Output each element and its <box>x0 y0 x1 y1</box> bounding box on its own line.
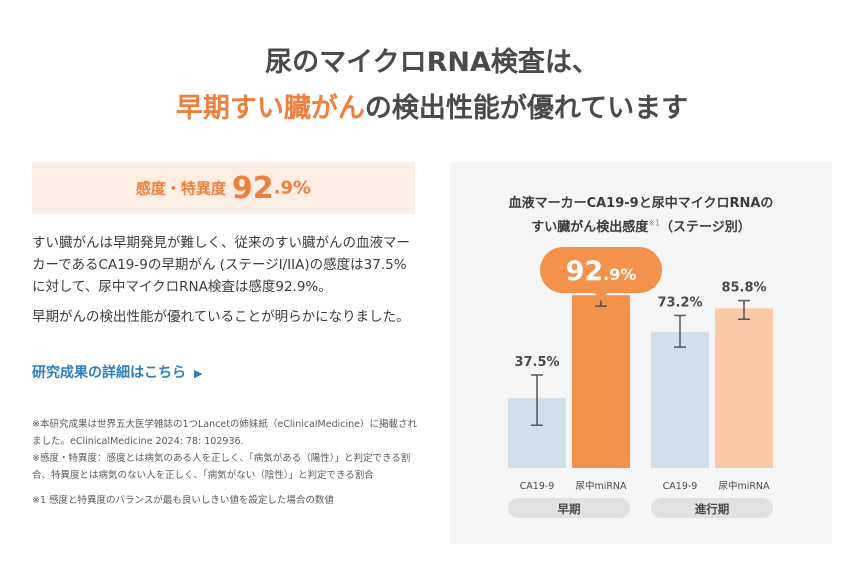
sensitivity-value-decimal: .9% <box>273 177 312 199</box>
group-pill-0 <box>508 498 630 518</box>
x-tick-label-3: 尿中miRNA <box>718 480 770 492</box>
sensitivity-box: 感度・特異度 92.9% <box>32 162 415 214</box>
sensitivity-value: 92 <box>231 170 274 206</box>
callout-value: 92.9% <box>566 256 637 287</box>
bar-1 <box>572 295 630 468</box>
chart-title-footnote-mark: ※1 <box>648 218 661 228</box>
headline-highlight: 早期すい臓がん <box>175 93 365 124</box>
callout-pointer <box>594 292 608 301</box>
chart-title-suffix: （ステージ別） <box>660 220 751 235</box>
body-paragraph-2: 早期がんの検出性能が優れていることが明らかになりました。 <box>32 309 410 325</box>
callout-value-decimal: .9% <box>603 265 636 284</box>
research-details-link[interactable]: 研究成果の詳細はこちら ▶ <box>32 362 202 382</box>
sensitivity-label: 感度・特異度 <box>135 179 226 198</box>
footnote-3: ※1 感度と特異度のバランスが最も良いしきい値を設定した場合の数値 <box>32 495 334 506</box>
bar-3 <box>715 308 773 468</box>
research-details-link-label: 研究成果の詳細はこちら <box>32 365 186 381</box>
footnotes: ※本研究成果は世界五大医学雑誌の1つLancetの姉妹紙（eClinicalMe… <box>32 416 417 509</box>
x-tick-label-0: CA19-9 <box>520 481 555 492</box>
footnote-2: ※感度・特異度：感度とは病気のある人を正しく、「病気がある（陽性）」と判定できる… <box>32 453 411 481</box>
group-label-0: 早期 <box>558 502 581 516</box>
headline-line1: 尿のマイクロRNA検査は、 <box>265 47 599 78</box>
chart-title-line2: すい臓がん検出感度※1（ステージ別） <box>450 216 832 235</box>
chart-title-line1: 血液マーカーCA19-9と尿中マイクロRNAの <box>508 196 774 211</box>
triangle-right-icon: ▶ <box>194 367 203 380</box>
group-pill-1 <box>651 498 773 518</box>
x-tick-label-1: 尿中miRNA <box>575 480 627 492</box>
callout-value-int: 92 <box>566 256 604 287</box>
footnote-1: ※本研究成果は世界五大医学雑誌の1つLancetの姉妹紙（eClinicalMe… <box>32 419 417 447</box>
group-label-1: 進行期 <box>695 502 730 516</box>
body-paragraph-1: すい臓がんは早期発見が難しく、従来のすい臓がんの血液マーカーであるCA19-9の… <box>32 235 410 295</box>
x-tick-label-2: CA19-9 <box>663 481 698 492</box>
data-label-0: 37.5% <box>514 355 559 370</box>
bar-2 <box>651 331 709 468</box>
headline-rest: の検出性能が優れています <box>364 93 689 124</box>
callout-bubble <box>540 247 662 293</box>
headline-line2: 早期すい臓がんの検出性能が優れています <box>0 86 864 125</box>
data-label-3: 85.8% <box>721 281 766 296</box>
data-label-2: 73.2% <box>657 295 702 310</box>
chart-title-text: すい臓がん検出感度 <box>531 220 649 235</box>
